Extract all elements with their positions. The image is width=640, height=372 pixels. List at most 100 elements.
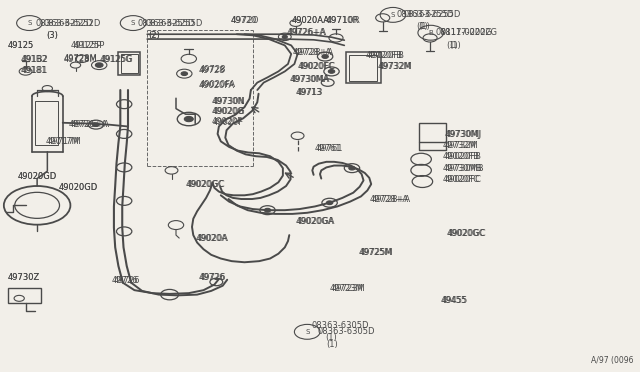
Text: 49728: 49728: [198, 66, 225, 75]
Text: 49020GC: 49020GC: [187, 180, 225, 189]
Text: 49728+A: 49728+A: [370, 195, 409, 203]
Text: 49732M: 49732M: [443, 141, 477, 150]
Text: 491B2: 491B2: [22, 55, 49, 64]
Text: 49730N: 49730N: [212, 97, 245, 106]
Circle shape: [326, 201, 333, 205]
Text: 08363-6252D: 08363-6252D: [44, 19, 101, 28]
Text: 49726+A: 49726+A: [69, 120, 108, 129]
Text: 49728+A: 49728+A: [293, 48, 332, 57]
Text: 49125P: 49125P: [74, 41, 105, 50]
Text: 49125G: 49125G: [101, 55, 134, 64]
Text: 49730MA: 49730MA: [289, 76, 329, 84]
Text: 49726+A: 49726+A: [70, 120, 109, 129]
Text: 08363-6255D: 08363-6255D: [403, 10, 461, 19]
Text: S: S: [305, 329, 309, 335]
Text: 49710R: 49710R: [326, 16, 358, 25]
Text: 49455: 49455: [440, 296, 467, 305]
Text: 49720: 49720: [230, 16, 259, 25]
Circle shape: [282, 35, 287, 38]
Text: 49730MJ: 49730MJ: [445, 130, 481, 139]
Bar: [419, 123, 446, 142]
Text: 49020FC: 49020FC: [443, 175, 480, 184]
Text: 49020FB: 49020FB: [367, 51, 404, 60]
Text: 49723M: 49723M: [332, 284, 365, 293]
Text: 49020FC: 49020FC: [299, 62, 336, 71]
Bar: [346, 52, 381, 83]
Text: 49732M: 49732M: [444, 141, 478, 150]
Circle shape: [181, 72, 188, 76]
Text: (2): (2): [148, 31, 160, 40]
Text: (1): (1): [325, 333, 337, 342]
Text: 49020GA: 49020GA: [297, 217, 335, 226]
Text: 08363-6255D: 08363-6255D: [397, 10, 454, 19]
Text: 49730MA: 49730MA: [291, 76, 330, 84]
Text: 49020GD: 49020GD: [59, 183, 98, 192]
Circle shape: [328, 70, 335, 73]
Text: 49728+A: 49728+A: [294, 48, 333, 57]
Text: 08363-6305D: 08363-6305D: [317, 327, 375, 336]
Text: 49725M: 49725M: [360, 248, 394, 257]
Text: (2): (2): [148, 31, 160, 40]
Text: 49020F: 49020F: [212, 118, 244, 126]
Text: 49713: 49713: [296, 88, 322, 97]
Text: 49455: 49455: [442, 296, 468, 305]
Text: S: S: [131, 20, 135, 26]
Text: S: S: [28, 20, 31, 26]
Text: 49020FA: 49020FA: [198, 81, 234, 90]
Circle shape: [264, 208, 271, 212]
Text: 49020GD: 49020GD: [18, 172, 57, 181]
Text: 49020A: 49020A: [195, 234, 227, 243]
Bar: [35, 101, 58, 145]
Text: 49761: 49761: [316, 144, 342, 153]
Circle shape: [184, 116, 193, 122]
Text: 49728: 49728: [200, 65, 226, 74]
Text: 49728+A: 49728+A: [371, 195, 410, 203]
Text: 49020FB: 49020FB: [443, 153, 480, 161]
Text: 49020GC: 49020GC: [448, 229, 486, 238]
Text: 491B2: 491B2: [20, 55, 47, 64]
Text: (1): (1): [449, 41, 461, 50]
Text: 49020FB: 49020FB: [366, 51, 403, 60]
Text: 49717M: 49717M: [47, 137, 81, 146]
Text: 49020A: 49020A: [197, 234, 229, 243]
Text: 49717M: 49717M: [46, 137, 80, 146]
Circle shape: [349, 166, 355, 170]
Text: 49726: 49726: [114, 276, 140, 285]
Text: 49020GA: 49020GA: [296, 217, 334, 226]
Bar: [121, 54, 138, 73]
Text: 49020GC: 49020GC: [186, 180, 224, 189]
Text: 49732M: 49732M: [379, 62, 413, 71]
Text: 49020GD: 49020GD: [59, 183, 98, 192]
Text: 49020G: 49020G: [212, 107, 245, 116]
Text: 49125: 49125: [8, 41, 34, 50]
Text: 49723M: 49723M: [330, 284, 364, 293]
Text: 08117-0202G: 08117-0202G: [440, 28, 497, 37]
Text: 49713: 49713: [297, 88, 323, 97]
Text: 49726: 49726: [200, 273, 226, 282]
Text: 49020FC: 49020FC: [444, 175, 481, 184]
Text: 49728M: 49728M: [64, 54, 98, 63]
Text: 49020FB: 49020FB: [444, 153, 481, 161]
Text: 49020F: 49020F: [211, 117, 243, 126]
Text: 49730Z: 49730Z: [8, 273, 40, 282]
Text: 49720: 49720: [230, 16, 257, 25]
Bar: [8, 288, 41, 303]
Circle shape: [322, 55, 328, 58]
Text: 08363-6305D: 08363-6305D: [312, 321, 369, 330]
Text: 49020FC: 49020FC: [298, 62, 335, 71]
Text: 49730MB: 49730MB: [444, 164, 484, 173]
Text: (1): (1): [326, 340, 338, 349]
Text: 49020GC: 49020GC: [447, 229, 485, 238]
Text: 49181: 49181: [20, 66, 47, 75]
Text: 49726: 49726: [112, 276, 138, 285]
Text: 49020FA: 49020FA: [200, 80, 236, 89]
Bar: [349, 55, 377, 81]
Text: 49020GD: 49020GD: [18, 172, 57, 181]
Text: 49726: 49726: [198, 273, 225, 282]
Text: 49761: 49761: [315, 144, 341, 153]
Text: A/97 (0096: A/97 (0096: [591, 356, 634, 365]
Text: 49732M: 49732M: [378, 62, 412, 71]
Text: B: B: [428, 30, 433, 36]
Text: 49181: 49181: [22, 66, 48, 75]
Text: (1): (1): [416, 22, 428, 31]
